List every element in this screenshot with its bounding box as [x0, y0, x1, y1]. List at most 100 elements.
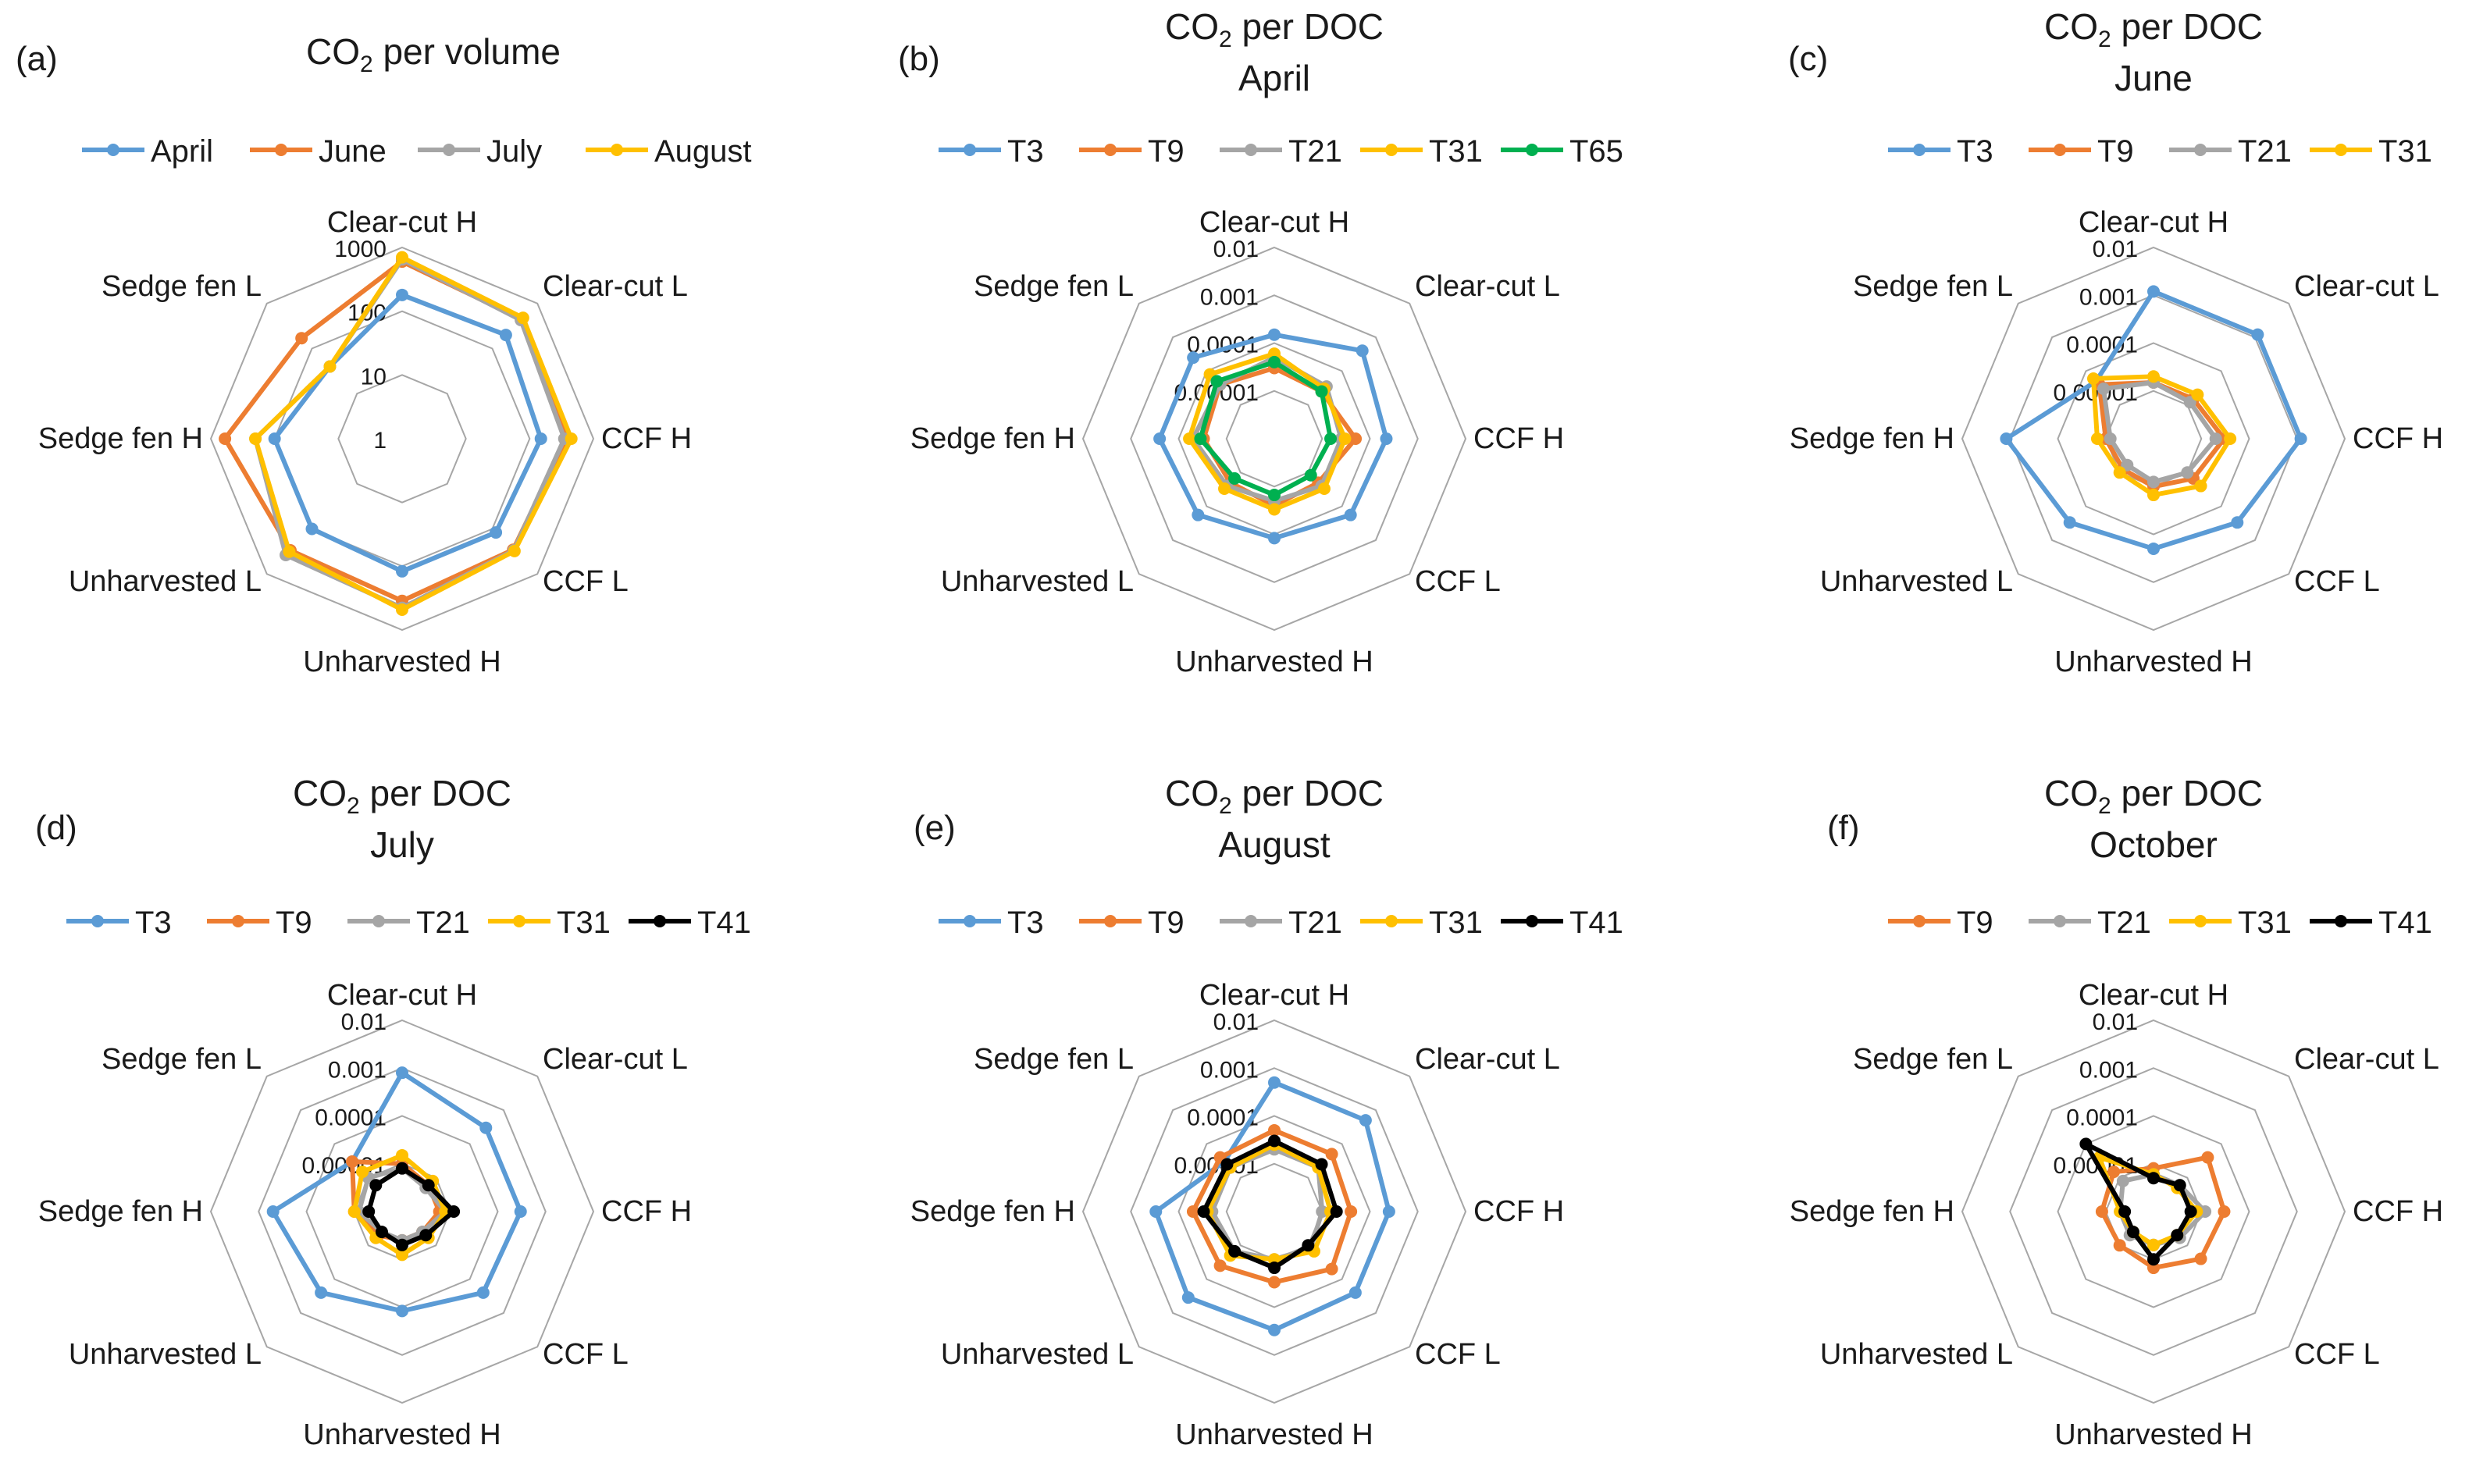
- data-point-T3: [1268, 532, 1281, 545]
- data-point-T41: [1197, 1205, 1210, 1218]
- data-point-T31: [2147, 370, 2160, 383]
- legend-marker-T21: [1245, 144, 1257, 156]
- legend-label-T21: T21: [1288, 906, 1342, 940]
- title-subscript: 2: [1219, 793, 1232, 819]
- data-point-April: [499, 329, 512, 342]
- title-part: per volume: [373, 31, 561, 72]
- grid-ring: [2009, 1067, 2298, 1356]
- data-point-T21: [2104, 432, 2117, 445]
- legend-label-T3: T3: [1007, 906, 1044, 940]
- legend-label-T3: T3: [135, 906, 172, 940]
- category-label: CCF L: [1415, 565, 1501, 598]
- data-point-T3: [2251, 328, 2264, 341]
- data-point-T21: [2181, 466, 2194, 479]
- category-label: CCF H: [1473, 1195, 1564, 1228]
- category-label: Unharvested L: [941, 565, 1134, 598]
- panel-label: (c): [1788, 40, 1828, 78]
- legend-marker-T3: [91, 915, 104, 927]
- data-point-T21: [2147, 475, 2160, 489]
- tick-label: 0.0001: [2066, 1105, 2138, 1131]
- data-point-June: [295, 332, 308, 345]
- data-point-T41: [422, 1179, 435, 1192]
- category-label: Clear-cut L: [2294, 1043, 2439, 1076]
- legend-label-T41: T41: [697, 906, 751, 940]
- data-point-June: [219, 432, 232, 445]
- category-label: Clear-cut H: [327, 206, 477, 239]
- data-point-T41: [396, 1238, 408, 1251]
- category-label: Clear-cut H: [1199, 206, 1349, 239]
- tick-label: 10: [361, 364, 387, 390]
- data-point-T3: [514, 1205, 527, 1218]
- data-point-T9: [1325, 1148, 1338, 1161]
- data-point-T21: [2097, 383, 2111, 396]
- legend-label-T3: T3: [1957, 134, 1993, 169]
- category-label: CCF H: [601, 1195, 692, 1228]
- category-label: Clear-cut H: [327, 979, 477, 1012]
- tick-label: 0.01: [1213, 237, 1259, 262]
- data-point-T65: [1268, 489, 1281, 502]
- data-point-T31: [1317, 482, 1331, 495]
- category-label: Unharvested L: [941, 1338, 1134, 1371]
- legend-marker-T21: [2194, 144, 2207, 156]
- legend-label-T21: T21: [2097, 906, 2151, 940]
- category-label: CCF L: [2294, 1338, 2380, 1371]
- tick-label: 0.01: [2093, 1009, 2138, 1035]
- data-point-T31: [2090, 432, 2104, 445]
- title-part: per DOC: [1232, 6, 1384, 47]
- category-label: CCF H: [601, 422, 692, 455]
- data-point-T3: [2147, 285, 2160, 298]
- data-point-T31: [347, 1205, 361, 1218]
- legend-label-T65: T65: [1569, 134, 1623, 169]
- category-label: Unharvested H: [303, 1418, 501, 1451]
- category-label: Sedge fen L: [102, 1043, 262, 1076]
- legend-marker-T31: [2335, 144, 2347, 156]
- data-point-T3: [1187, 351, 1200, 365]
- data-point-T3: [1181, 1291, 1195, 1304]
- data-point-T31: [1218, 482, 1231, 495]
- data-point-T3: [1192, 508, 1205, 521]
- chart-title: CO2 per DOC: [2044, 773, 2263, 819]
- data-point-August: [508, 544, 521, 557]
- data-point-April: [396, 564, 408, 578]
- legend-label-T31: T31: [1429, 906, 1483, 940]
- title-part: per DOC: [360, 773, 511, 813]
- data-point-T65: [1304, 468, 1317, 482]
- data-point-T41: [1268, 1134, 1281, 1148]
- data-point-T65: [1324, 432, 1338, 445]
- title-subscript: 2: [347, 793, 360, 819]
- data-point-T41: [2126, 1226, 2139, 1239]
- grid-ring: [1961, 1019, 2346, 1404]
- data-point-T9: [1345, 1205, 1358, 1218]
- data-point-T31: [2113, 466, 2126, 479]
- category-label: Unharvested L: [69, 565, 262, 598]
- grid-ring: [305, 1115, 499, 1308]
- category-label: CCF L: [1415, 1338, 1501, 1371]
- legend-marker-T31: [2194, 915, 2207, 927]
- category-label: Clear-cut H: [2079, 206, 2228, 239]
- data-point-T41: [2118, 1205, 2132, 1218]
- grid-ring: [1225, 390, 1324, 488]
- data-point-T31: [1183, 432, 1196, 445]
- data-point-T21: [2116, 1174, 2129, 1187]
- legend-marker-T9: [1913, 915, 1926, 927]
- grid-ring: [2009, 294, 2298, 583]
- data-point-T3: [315, 1286, 328, 1299]
- data-point-T31: [396, 1248, 408, 1262]
- grid-ring: [1961, 246, 2346, 632]
- legend-marker-T3: [964, 915, 976, 927]
- legend-marker-August: [611, 144, 623, 156]
- legend-label-T31: T31: [557, 906, 611, 940]
- data-point-T9: [1349, 432, 1363, 445]
- title-part: CO: [306, 31, 360, 72]
- tick-label: 0.01: [341, 1009, 387, 1035]
- tick-label: 1: [373, 428, 387, 454]
- grid-ring: [209, 1019, 595, 1404]
- legend-marker-T31: [1385, 144, 1398, 156]
- data-point-T41: [2184, 1205, 2197, 1218]
- legend-label-T41: T41: [1569, 906, 1623, 940]
- data-point-T65: [1210, 375, 1224, 388]
- data-point-April: [396, 288, 408, 301]
